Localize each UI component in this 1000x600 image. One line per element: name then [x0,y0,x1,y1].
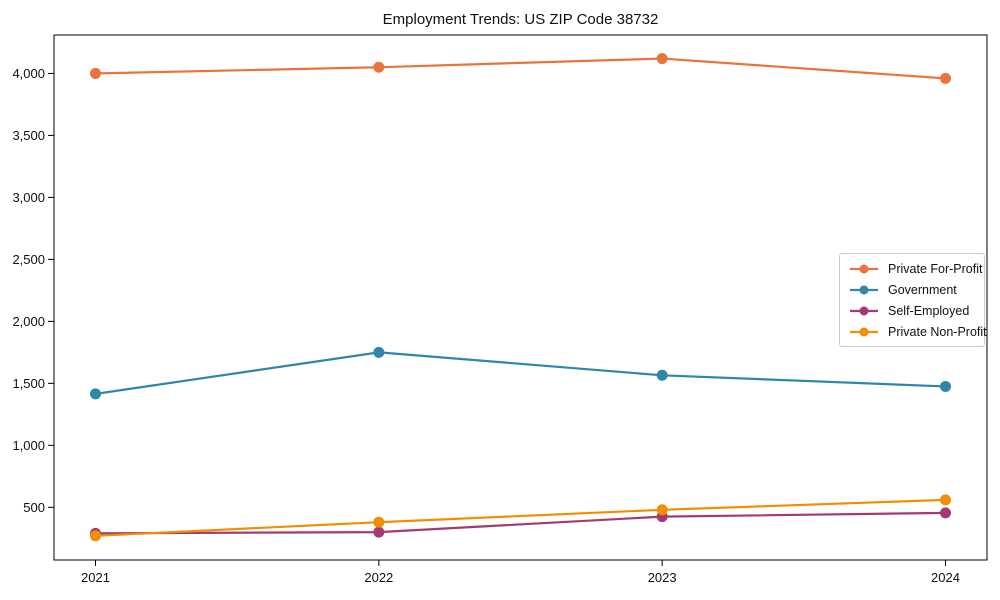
series-line-private-for-profit [94,57,947,80]
y-tick-label: 4,000 [12,66,45,81]
data-point-private-non-profit-2022 [373,516,385,528]
axes-frame [53,34,988,561]
data-point-private-non-profit-2021 [90,530,101,542]
y-tick-label: 2,000 [12,314,45,329]
data-point-private-for-profit-2022 [373,61,385,73]
data-point-government-2023 [656,369,668,381]
data-point-private-non-profit-2024 [940,494,951,506]
series-line-private-non-profit [94,498,947,537]
series-line-government [94,351,947,395]
series-line-self-employed [94,511,947,535]
data-point-government-2022 [373,346,385,358]
data-point-self-employed-2022 [373,526,385,538]
legend-label: Government [888,282,957,297]
data-point-private-for-profit-2023 [656,53,668,65]
legend-marker-icon [850,306,878,315]
y-tick-label: 3,500 [12,128,45,143]
legend-item-self-employed: Self-Employed [840,300,984,321]
legend-label: Private Non-Profit [888,324,987,339]
y-tick-label: 2,500 [12,252,45,267]
data-point-private-for-profit-2021 [90,67,101,79]
chart-title: Employment Trends: US ZIP Code 38732 [382,11,659,28]
legend-item-private-for-profit: Private For-Profit [840,258,984,279]
data-point-government-2021 [90,388,101,400]
y-tick-label: 1,000 [12,438,45,453]
legend-label: Self-Employed [888,303,970,318]
legend-marker-icon [850,327,878,336]
y-tick-label: 1,500 [12,376,45,391]
data-point-private-for-profit-2024 [940,72,951,84]
x-tick-label: 2024 [931,570,960,585]
x-tick-label: 2021 [81,570,110,585]
x-tick-label: 2023 [648,570,677,585]
y-tick-label: 500 [23,500,45,515]
data-point-self-employed-2024 [940,507,951,519]
data-point-private-non-profit-2023 [656,504,668,516]
x-tick-label: 2022 [364,570,393,585]
legend-label: Private For-Profit [888,261,983,276]
legend-item-private-non-profit: Private Non-Profit [840,321,987,342]
legend-item-government: Government [840,279,984,300]
legend: Private For-Profit Government Self-Employe… [839,253,987,347]
legend-marker-icon [850,285,878,294]
legend-marker-icon [850,264,878,273]
y-tick-label: 3,000 [12,190,45,205]
data-point-government-2024 [940,380,951,392]
